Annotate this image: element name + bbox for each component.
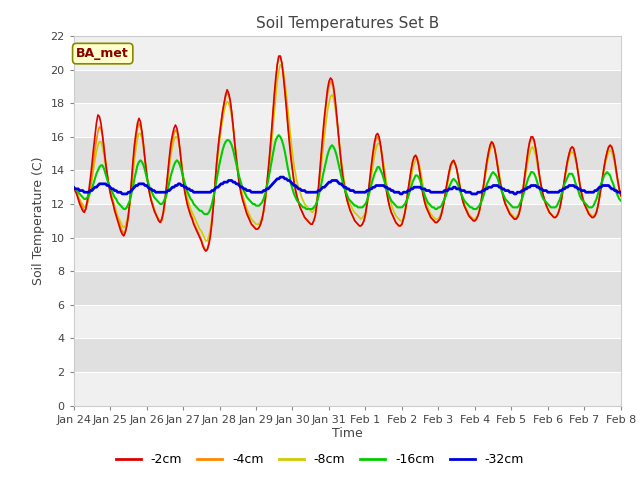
Bar <box>74 238 621 271</box>
Text: BA_met: BA_met <box>76 47 129 60</box>
Title: Soil Temperatures Set B: Soil Temperatures Set B <box>255 16 439 31</box>
Bar <box>74 271 621 305</box>
Legend: -2cm, -4cm, -8cm, -16cm, -32cm: -2cm, -4cm, -8cm, -16cm, -32cm <box>111 448 529 471</box>
Bar <box>74 137 621 170</box>
Bar <box>74 204 621 238</box>
Bar <box>74 70 621 103</box>
Bar <box>74 305 621 338</box>
Bar <box>74 338 621 372</box>
Y-axis label: Soil Temperature (C): Soil Temperature (C) <box>32 156 45 285</box>
Bar <box>74 103 621 137</box>
Bar <box>74 372 621 406</box>
Bar <box>74 170 621 204</box>
X-axis label: Time: Time <box>332 427 363 441</box>
Bar <box>74 36 621 70</box>
